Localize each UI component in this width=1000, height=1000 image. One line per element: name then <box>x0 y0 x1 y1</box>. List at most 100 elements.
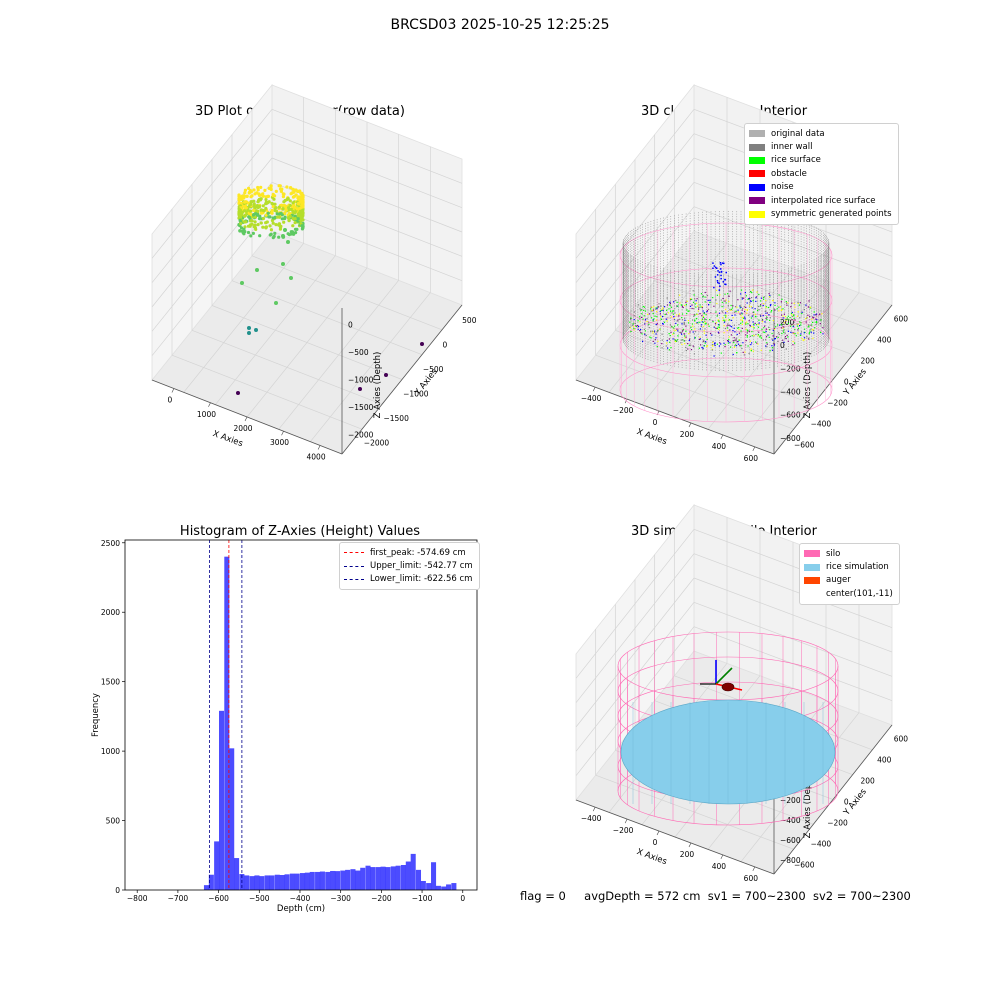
raw-data-point <box>282 200 286 204</box>
histogram-bar <box>264 875 270 890</box>
raw-data-point <box>247 205 251 209</box>
cls-data-point <box>668 349 670 351</box>
cls-data-point <box>759 305 761 307</box>
cls-data-point <box>730 309 732 311</box>
cls-data-point <box>794 333 796 335</box>
cls-data-point <box>666 340 668 342</box>
classify-legend-item: original data <box>749 127 892 140</box>
cls-data-point <box>783 329 785 331</box>
cls-data-point <box>659 313 661 315</box>
histogram-legend-swatch <box>344 565 364 567</box>
histogram-bar <box>420 880 426 890</box>
cls-data-point <box>750 344 752 346</box>
cls-data-point <box>695 318 697 320</box>
raw-data-point <box>277 235 281 239</box>
histogram-x-tick-label: −200 <box>371 894 392 903</box>
cls-data-point <box>730 346 732 348</box>
cls-data-point <box>816 322 818 324</box>
cls-data-point <box>706 331 708 333</box>
cls-noise-point <box>713 286 715 289</box>
cls-data-point <box>652 319 654 321</box>
cls-data-point <box>648 323 650 325</box>
cls-data-point <box>746 332 748 334</box>
cls-data-point <box>807 326 809 328</box>
cls-data-point <box>815 321 817 323</box>
raw-z-tick-label: 0 <box>348 321 353 330</box>
histogram-x-tick-label: −100 <box>412 894 433 903</box>
raw-data-point <box>245 194 249 198</box>
cls-data-point <box>792 332 794 334</box>
histogram-x-tick-label: −600 <box>208 894 229 903</box>
histogram-bar <box>284 874 290 890</box>
cls-data-point <box>669 335 671 337</box>
cls-data-point <box>745 334 747 336</box>
cls-data-point <box>660 305 662 307</box>
cls-data-point <box>731 314 733 316</box>
cls-data-point <box>739 307 741 309</box>
simulation-legend-label: center(101,-11) <box>826 588 893 599</box>
cls-data-point <box>693 353 695 355</box>
cls-data-point <box>675 329 677 331</box>
cls-data-point <box>745 344 747 346</box>
raw-data-point <box>291 201 295 205</box>
cls-data-point <box>796 325 798 327</box>
cls-data-point <box>745 322 747 324</box>
cls-data-point <box>651 309 653 311</box>
cls-data-point <box>680 331 682 333</box>
raw-z-tick-label: −500 <box>348 348 369 357</box>
histogram-bar <box>289 873 295 890</box>
cls-data-point <box>659 310 661 313</box>
cls-data-point <box>657 340 659 342</box>
cls-data-point <box>677 319 679 321</box>
raw-data-point <box>286 197 290 201</box>
cls-data-point <box>641 313 643 315</box>
cls-data-point <box>765 306 767 309</box>
cls-data-point <box>783 331 785 333</box>
flag-text: flag = 0 <box>520 889 566 903</box>
cls-data-point <box>770 311 772 313</box>
cls-data-point <box>701 318 703 320</box>
cls-data-point <box>750 306 752 308</box>
cls-data-point <box>702 315 704 317</box>
cls-data-point <box>744 318 746 320</box>
cls-data-point <box>742 342 744 344</box>
cls-data-point <box>700 325 702 328</box>
cls-data-point <box>756 291 758 293</box>
raw-x-tick <box>208 402 211 407</box>
cls-data-point <box>666 304 669 306</box>
sim-x-axis-title: X Axies <box>635 847 668 867</box>
cls-data-point <box>676 320 678 322</box>
raw-data-point <box>291 210 295 214</box>
cls-data-point <box>741 312 743 314</box>
raw-data-point <box>259 221 263 225</box>
cls-data-point <box>705 341 707 343</box>
raw-y-axis-line <box>341 304 463 455</box>
cls-data-point <box>682 306 684 309</box>
raw-data-point <box>268 233 272 237</box>
raw-data-point <box>282 220 286 224</box>
cls-data-point <box>812 317 814 319</box>
raw-data-point <box>273 208 277 213</box>
histogram-y-tick-label: 0 <box>115 886 120 895</box>
cls-data-point <box>783 326 785 328</box>
cls-data-point <box>803 332 805 334</box>
cls-data-point <box>752 321 754 323</box>
simulation-legend-item: rice simulation <box>804 560 893 573</box>
cls-data-point <box>675 322 677 324</box>
cls-data-point <box>687 310 689 312</box>
cls-data-point <box>787 302 789 304</box>
histogram-bar <box>234 858 240 890</box>
raw-data-point <box>240 229 244 233</box>
raw-data-point <box>261 216 266 221</box>
cls-data-point <box>703 339 705 341</box>
cls-data-point <box>767 306 769 309</box>
cls-data-point <box>746 309 748 312</box>
cls-data-point <box>811 324 813 326</box>
histogram-legend-label: Lower_limit: -622.56 cm <box>370 574 473 585</box>
cls-data-point <box>639 318 641 320</box>
cls-noise-point <box>719 262 722 264</box>
cls-data-point <box>652 330 654 332</box>
cls-data-point <box>780 301 782 303</box>
cls-data-point <box>673 318 675 320</box>
cls-data-point <box>730 304 732 307</box>
